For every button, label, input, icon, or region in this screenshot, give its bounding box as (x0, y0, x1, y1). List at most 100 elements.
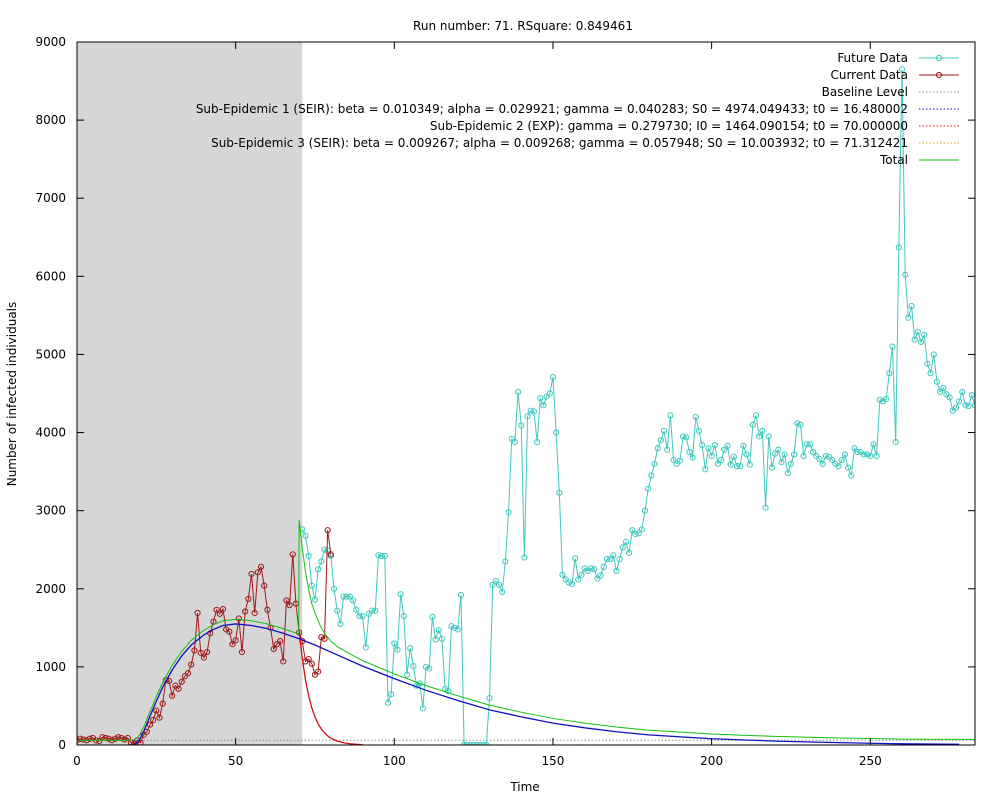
data-point-future-data (902, 271, 909, 278)
x-tick-label: 0 (73, 754, 81, 768)
data-point-future-data (384, 699, 392, 706)
data-point-future-data (775, 446, 782, 453)
data-point-current-data (77, 735, 84, 742)
data-point-current-data (169, 692, 176, 699)
plot-area (77, 66, 975, 745)
data-point-current-data (327, 551, 334, 558)
data-point-future-data (549, 374, 557, 381)
data-point-future-data (638, 526, 645, 533)
y-tick-label: 6000 (35, 269, 66, 283)
data-point-future-data (508, 435, 515, 442)
x-tick-label: 50 (228, 754, 243, 768)
data-point-future-data (626, 549, 633, 556)
data-point-future-data (838, 456, 845, 463)
x-axis-label: Time (509, 780, 539, 794)
data-point-future-data (438, 635, 446, 642)
data-point-future-data (591, 566, 598, 573)
data-point-current-data (251, 609, 258, 617)
data-point-current-data (156, 714, 163, 721)
data-point-future-data (359, 613, 366, 620)
data-point-future-data (473, 741, 480, 745)
data-point-future-data (594, 575, 601, 582)
data-point-future-data (743, 451, 750, 458)
data-point-future-data (968, 391, 975, 399)
data-point-future-data (727, 461, 734, 468)
data-point-future-data (378, 552, 385, 560)
data-point-future-data (854, 448, 861, 456)
data-point-current-data (273, 641, 281, 648)
data-point-future-data (937, 388, 944, 396)
data-point-future-data (797, 421, 804, 428)
data-point-future-data (562, 576, 569, 583)
data-point-future-data (892, 438, 899, 446)
data-point-current-data (213, 606, 220, 613)
data-point-current-data (197, 649, 204, 656)
data-point-future-data (781, 451, 788, 458)
x-tick-label: 150 (542, 754, 565, 768)
data-point-future-data (610, 552, 617, 559)
data-point-future-data (654, 445, 661, 452)
data-point-future-data (860, 451, 868, 458)
data-point-current-data (289, 551, 296, 558)
data-point-future-data (651, 460, 658, 467)
data-point-future-data (502, 558, 509, 565)
data-point-future-data (848, 472, 855, 479)
data-point-future-data (429, 613, 436, 621)
chart-title: Run number: 71. RSquare: 0.849461 (413, 19, 633, 33)
data-point-current-data (216, 610, 223, 617)
data-point-future-data (426, 665, 433, 672)
data-point-future-data (841, 451, 849, 458)
data-point-future-data (353, 606, 360, 613)
data-point-future-data (448, 623, 455, 630)
data-point-future-data (756, 433, 763, 440)
data-point-future-data (752, 412, 760, 419)
data-point-future-data (952, 404, 960, 411)
data-point-future-data (486, 695, 493, 702)
legend-label-future-data: Future Data (837, 51, 908, 65)
data-point-current-data (238, 648, 246, 656)
data-point-current-data (235, 615, 242, 622)
data-point-future-data (679, 433, 687, 440)
axis-layer: 0 50 100 150 200 250 0 1000 2000 3000 4000 5000 6000… (35, 35, 975, 768)
data-point-future-data (765, 433, 772, 440)
data-point-current-data (257, 563, 265, 571)
data-point-future-data (349, 597, 357, 604)
data-point-current-data (232, 637, 239, 644)
data-point-future-data (495, 581, 503, 588)
data-point-future-data (924, 360, 931, 367)
data-point-current-data (280, 658, 287, 665)
data-point-future-data (870, 441, 877, 448)
data-point-future-data (419, 705, 426, 712)
y-axis-label: Number of infected individuals (5, 302, 19, 487)
data-point-future-data (514, 388, 522, 396)
data-point-current-data (286, 602, 293, 609)
data-point-future-data (613, 567, 620, 574)
legend-label-sub-epidemic-2-exp: Sub-Epidemic 2 (EXP): gamma = 0.279730; … (430, 119, 908, 133)
data-point-future-data (721, 446, 728, 453)
data-point-future-data (829, 456, 836, 463)
data-point-future-data (749, 421, 756, 428)
data-point-future-data (803, 441, 810, 448)
x-tick-label: 200 (700, 754, 723, 768)
legend-label-sub-epidemic-1-seir: Sub-Epidemic 1 (SEIR): beta = 0.010349; … (196, 102, 908, 116)
y-tick-label: 3000 (35, 504, 66, 518)
y-tick-label: 9000 (35, 35, 66, 49)
data-point-current-data (181, 673, 188, 680)
data-point-future-data (603, 556, 611, 563)
data-point-future-data (683, 434, 690, 441)
data-point-future-data (876, 396, 883, 403)
data-point-future-data (343, 593, 350, 600)
data-point-future-data (619, 544, 626, 551)
data-point-future-data (410, 663, 417, 670)
data-point-current-data (245, 595, 252, 603)
data-point-current-data (200, 654, 208, 661)
data-point-future-data (492, 577, 499, 585)
data-point-future-data (356, 613, 363, 620)
data-point-current-data (242, 608, 249, 615)
data-point-future-data (822, 452, 829, 460)
data-point-future-data (867, 452, 874, 460)
data-point-current-data (308, 660, 315, 667)
data-point-future-data (394, 646, 401, 653)
data-point-future-data (346, 593, 353, 600)
data-point-future-data (787, 460, 795, 467)
